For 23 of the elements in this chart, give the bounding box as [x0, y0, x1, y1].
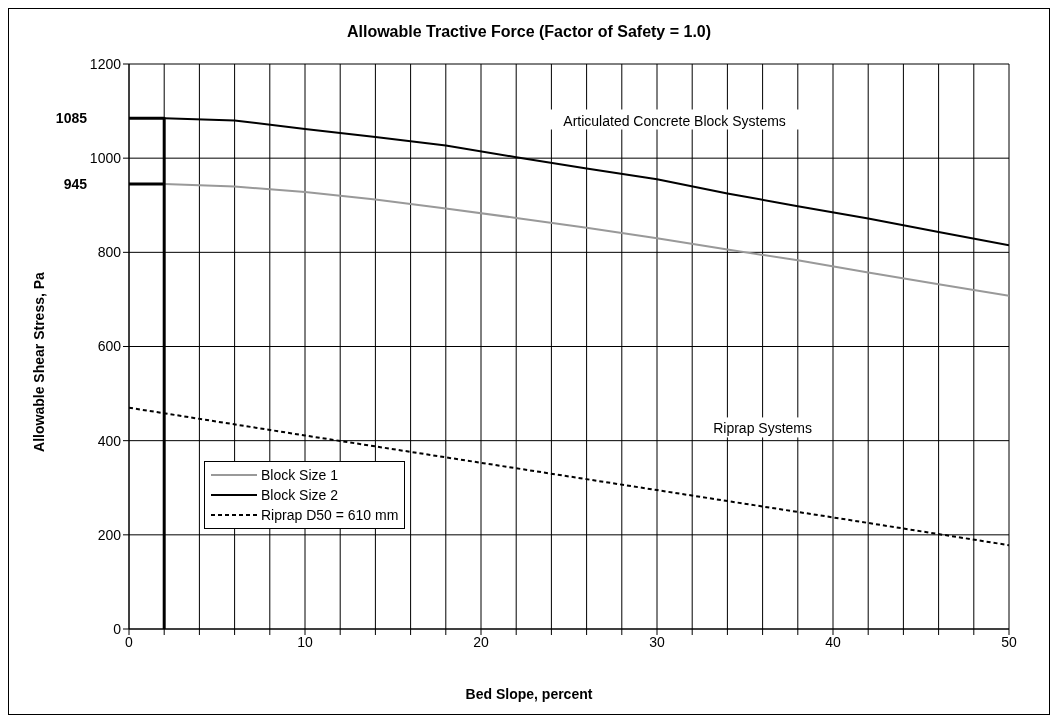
x-tick-label: 50: [1001, 633, 1017, 650]
x-tick-label: 0: [125, 633, 134, 650]
x-tick-label: 40: [825, 633, 841, 650]
y-tick-label: 600: [97, 338, 122, 355]
annotation: Articulated Concrete Block Systems: [563, 112, 786, 129]
y-axis-title: Allowable Shear Stress, Pa: [31, 271, 47, 452]
annotation: Riprap Systems: [713, 420, 813, 437]
x-axis-title: Bed Slope, percent: [464, 686, 594, 702]
legend-label: Riprap D50 = 610 mm: [261, 507, 399, 523]
y-tick-label: 1000: [89, 150, 122, 167]
y-tick-label: 200: [97, 526, 122, 543]
x-tick-label: 20: [473, 633, 489, 650]
chart-title: Allowable Tractive Force (Factor of Safety = 1.0): [345, 23, 713, 41]
y-tick-label: 1200: [89, 55, 122, 72]
legend-label: Block Size 1: [261, 467, 339, 483]
y-tick-label: 800: [97, 244, 122, 261]
annotation: 945: [63, 176, 88, 193]
x-tick-label: 10: [297, 633, 313, 650]
annotation: 1085: [55, 110, 88, 127]
y-tick-label: 0: [113, 620, 122, 637]
legend-label: Block Size 2: [261, 487, 339, 503]
x-tick-label: 30: [649, 633, 665, 650]
y-tick-label: 400: [97, 432, 122, 449]
